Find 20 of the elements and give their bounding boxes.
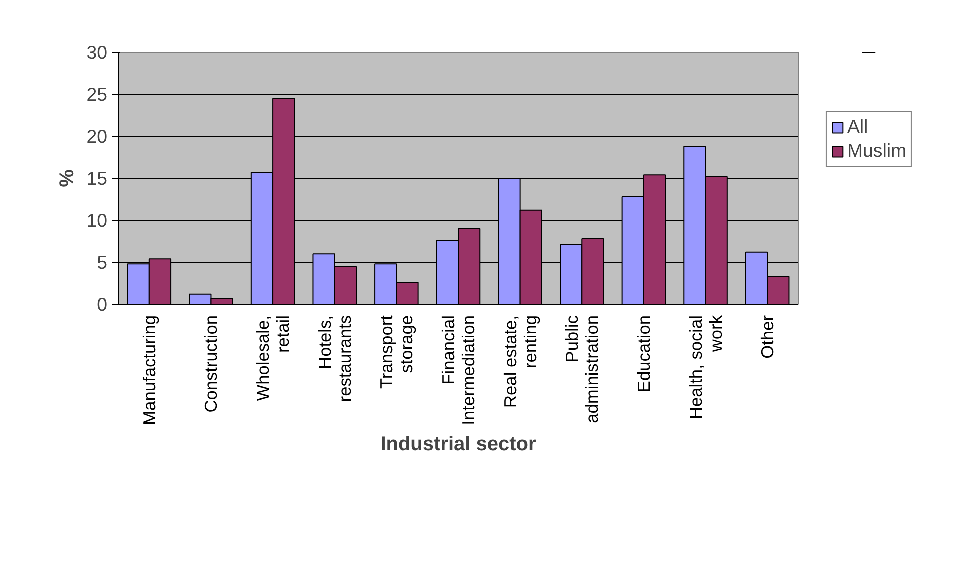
y-tick-label: 0 <box>97 294 108 315</box>
legend-label: All <box>847 116 868 138</box>
x-tick-label: Other <box>758 315 778 359</box>
y-tick-label: 5 <box>97 252 108 273</box>
x-tick-label: Real estate, renting <box>500 315 540 408</box>
y-tick-label: 25 <box>86 84 108 105</box>
y-tick-label: 30 <box>86 42 108 63</box>
x-axis-title: Industrial sector <box>380 433 537 456</box>
x-tick-label: Construction <box>201 315 222 413</box>
x-tick-label: Public administration <box>562 315 602 424</box>
y-tick-label: 10 <box>86 210 108 231</box>
x-tick-label: Health, social work <box>686 315 726 420</box>
x-tick-label: Wholesale, retail <box>253 315 294 402</box>
y-tick-label: 20 <box>86 126 108 147</box>
y-axis-title: % <box>56 169 79 188</box>
x-tick-label: Education <box>634 315 654 393</box>
legend-label: Muslim <box>847 140 907 162</box>
y-tick-label: 15 <box>86 168 108 189</box>
x-tick-label: Transport storage <box>376 315 417 390</box>
x-tick-label: Manufacturing <box>139 315 160 426</box>
